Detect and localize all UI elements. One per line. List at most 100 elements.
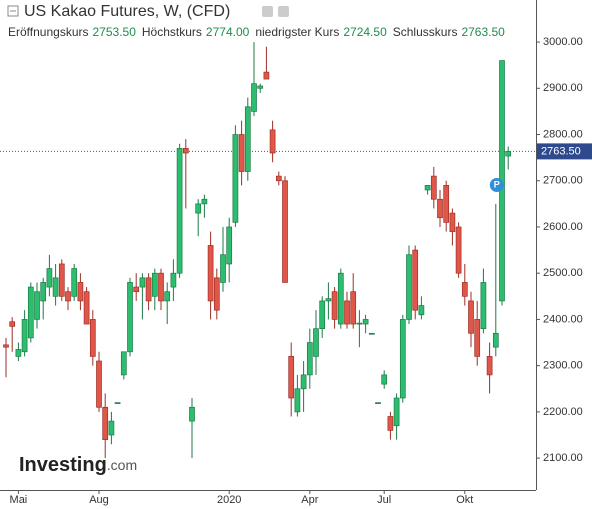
candle-body xyxy=(244,106,251,172)
candle-body xyxy=(9,321,16,327)
candle-body xyxy=(15,349,22,357)
candle-body xyxy=(251,83,257,112)
x-tick-label: Jul xyxy=(377,494,391,506)
candle-body xyxy=(424,185,431,191)
x-tick-label: Mai xyxy=(10,494,28,506)
candle-body xyxy=(83,291,90,325)
candle-body xyxy=(139,277,146,288)
candle-body xyxy=(127,282,133,353)
candle-body xyxy=(120,351,127,376)
y-tick-label: 2600.00 xyxy=(543,221,583,233)
settings-icon[interactable] xyxy=(262,6,273,17)
candle-body xyxy=(46,268,53,288)
y-tick-label: 2100.00 xyxy=(543,452,583,464)
candle-body xyxy=(368,332,375,335)
candle-body xyxy=(300,374,307,390)
candle-body xyxy=(399,319,406,399)
candle-body xyxy=(238,134,245,172)
candle-body xyxy=(319,300,326,330)
candle-body xyxy=(114,402,121,404)
candle-body xyxy=(201,198,208,205)
candle-body xyxy=(337,272,344,325)
candle-body xyxy=(294,388,301,413)
legend-label: Eröffnungskurs xyxy=(8,25,89,39)
candle-body xyxy=(430,175,437,200)
y-tick-label: 2900.00 xyxy=(543,82,583,94)
candle-body xyxy=(356,322,363,325)
format-icon[interactable] xyxy=(278,6,289,17)
candle-body xyxy=(226,226,233,265)
candle-body xyxy=(89,319,96,357)
candle-body xyxy=(449,212,456,232)
candle-body xyxy=(418,305,425,316)
candle-body xyxy=(492,332,499,348)
candle-body xyxy=(455,226,462,274)
candle-body xyxy=(3,344,9,348)
candle-body xyxy=(269,129,276,154)
candle-body xyxy=(182,148,189,154)
legend-value: 2724.50 xyxy=(343,25,387,39)
candle-body xyxy=(158,272,164,302)
candle-body xyxy=(486,356,493,376)
candle-body xyxy=(27,286,34,339)
legend-label: niedrigster Kurs xyxy=(255,25,339,39)
candle-body xyxy=(387,416,394,431)
y-tick-label: 2800.00 xyxy=(543,128,583,140)
candle-body xyxy=(461,282,468,297)
candle-body xyxy=(443,185,450,223)
candle-body xyxy=(52,277,59,297)
candle-body xyxy=(406,254,412,320)
candle-body xyxy=(474,319,481,357)
last-price-box xyxy=(537,143,592,160)
candle-body xyxy=(331,291,338,320)
event-marker-label: P xyxy=(494,179,500,189)
candle-body xyxy=(65,291,71,302)
candle-body xyxy=(207,245,214,302)
candle-body xyxy=(220,254,226,283)
y-tick-label: 2200.00 xyxy=(543,406,583,418)
legend-value: 2753.50 xyxy=(93,25,137,39)
y-tick-label: 2500.00 xyxy=(543,267,583,279)
candle-body xyxy=(145,277,152,302)
y-tick-label: 3000.00 xyxy=(543,36,583,48)
candle-body xyxy=(325,298,332,302)
legend-value: 2763.50 xyxy=(461,25,505,39)
candle-body xyxy=(257,85,264,89)
legend-label: Höchstkurs xyxy=(142,25,202,39)
candle-body xyxy=(164,291,171,302)
x-tick-label: Aug xyxy=(89,494,109,506)
candle-body xyxy=(195,203,202,214)
x-tick-label: 2020 xyxy=(217,494,241,506)
candle-body xyxy=(232,134,239,223)
y-tick-label: 2300.00 xyxy=(543,360,583,372)
candle-body xyxy=(275,175,282,182)
candle-body xyxy=(170,272,177,288)
candle-body xyxy=(288,356,295,399)
candle-body xyxy=(381,374,388,385)
candle-body xyxy=(189,406,195,422)
x-tick-label: Okt xyxy=(456,494,473,506)
candle-body xyxy=(40,282,47,302)
y-tick-label: 2400.00 xyxy=(543,313,583,325)
candle-body xyxy=(306,342,313,376)
last-price-label: 2763.50 xyxy=(541,145,581,157)
x-tick-label: Apr xyxy=(301,494,318,506)
candle-body xyxy=(102,406,109,440)
candle-body xyxy=(480,282,487,330)
candle-body xyxy=(393,397,400,427)
y-tick-label: 2700.00 xyxy=(543,175,583,187)
chart-title: US Kakao Futures, W, (CFD) xyxy=(24,3,230,20)
candle-body xyxy=(77,282,84,302)
collapse-icon[interactable] xyxy=(7,5,19,17)
candle-body xyxy=(350,291,357,325)
candle-body xyxy=(96,360,102,408)
ohlc-legend: Eröffnungskurs 2753.50 Höchstkurs 2774.00 ni… xyxy=(8,25,505,39)
candle-body xyxy=(468,300,474,334)
candle-body xyxy=(151,272,158,297)
candle-body xyxy=(412,249,419,311)
candle-body xyxy=(108,420,115,436)
candle-body xyxy=(34,291,40,320)
candle-body xyxy=(71,268,78,297)
